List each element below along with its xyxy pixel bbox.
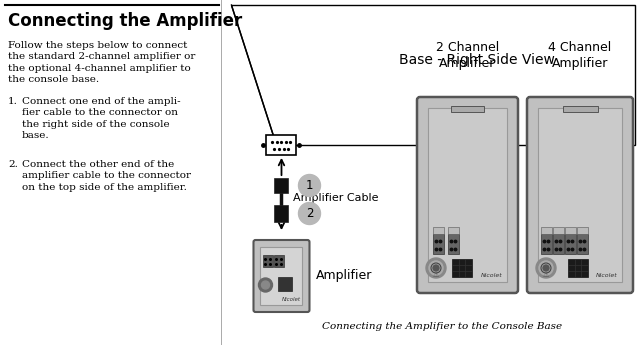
Text: Nicolet: Nicolet xyxy=(482,273,503,278)
FancyBboxPatch shape xyxy=(275,255,284,267)
Circle shape xyxy=(543,265,549,271)
Text: Nicolet: Nicolet xyxy=(596,273,618,278)
Text: ⚠: ⚠ xyxy=(433,272,439,278)
FancyBboxPatch shape xyxy=(565,234,576,254)
FancyBboxPatch shape xyxy=(448,227,459,234)
FancyBboxPatch shape xyxy=(417,97,518,293)
Circle shape xyxy=(539,261,553,275)
FancyBboxPatch shape xyxy=(275,205,288,222)
Polygon shape xyxy=(232,5,635,145)
FancyBboxPatch shape xyxy=(428,108,507,282)
FancyBboxPatch shape xyxy=(553,227,564,234)
FancyBboxPatch shape xyxy=(433,227,444,234)
Text: 2 Channel
Amplifier: 2 Channel Amplifier xyxy=(436,41,499,70)
Text: Amplifier: Amplifier xyxy=(315,269,372,283)
FancyBboxPatch shape xyxy=(451,106,484,112)
Circle shape xyxy=(299,175,320,197)
Text: ⚠: ⚠ xyxy=(543,272,550,278)
Text: 1: 1 xyxy=(306,179,313,192)
Text: Amplifier Cable: Amplifier Cable xyxy=(293,193,379,203)
Text: 4 Channel
Amplifier: 4 Channel Amplifier xyxy=(548,41,612,70)
FancyBboxPatch shape xyxy=(553,234,564,254)
FancyBboxPatch shape xyxy=(577,227,588,234)
Circle shape xyxy=(299,203,320,225)
FancyBboxPatch shape xyxy=(577,234,588,254)
FancyBboxPatch shape xyxy=(448,234,459,254)
FancyBboxPatch shape xyxy=(279,277,293,291)
FancyBboxPatch shape xyxy=(527,97,633,293)
Text: Connecting the Amplifier: Connecting the Amplifier xyxy=(8,12,242,30)
FancyBboxPatch shape xyxy=(275,178,288,193)
FancyBboxPatch shape xyxy=(452,259,472,277)
Circle shape xyxy=(426,258,446,278)
FancyBboxPatch shape xyxy=(541,227,552,234)
FancyBboxPatch shape xyxy=(254,240,309,312)
FancyBboxPatch shape xyxy=(261,247,302,305)
FancyBboxPatch shape xyxy=(266,135,297,155)
FancyBboxPatch shape xyxy=(263,255,273,267)
Text: Base - Right Side View: Base - Right Side View xyxy=(399,53,555,67)
FancyBboxPatch shape xyxy=(541,234,552,254)
Circle shape xyxy=(261,281,270,289)
Text: 2: 2 xyxy=(306,207,313,220)
FancyBboxPatch shape xyxy=(568,259,588,277)
FancyBboxPatch shape xyxy=(562,106,598,112)
Text: Nicolet: Nicolet xyxy=(281,297,300,302)
FancyBboxPatch shape xyxy=(433,234,444,254)
Circle shape xyxy=(259,278,272,292)
Text: Connecting the Amplifier to the Console Base: Connecting the Amplifier to the Console … xyxy=(322,322,562,331)
FancyBboxPatch shape xyxy=(565,227,576,234)
Text: 1.: 1. xyxy=(8,97,18,106)
Text: Connect one end of the ampli-
fier cable to the connector on
the right side of t: Connect one end of the ampli- fier cable… xyxy=(22,97,180,140)
Text: Connect the other end of the
amplifier cable to the connector
on the top side of: Connect the other end of the amplifier c… xyxy=(22,160,191,192)
FancyBboxPatch shape xyxy=(538,108,622,282)
Circle shape xyxy=(536,258,556,278)
Text: 2.: 2. xyxy=(8,160,18,169)
Text: Follow the steps below to connect
the standard 2-channel amplifier or
the option: Follow the steps below to connect the st… xyxy=(8,41,195,84)
Circle shape xyxy=(429,261,443,275)
Circle shape xyxy=(433,265,439,271)
